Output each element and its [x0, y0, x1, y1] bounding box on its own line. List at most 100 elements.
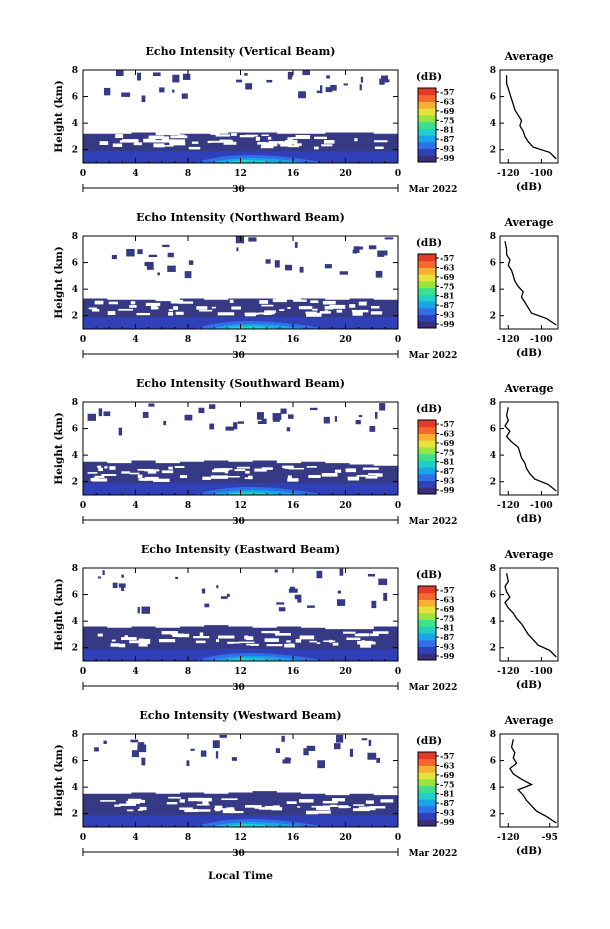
y-tick-label: 2: [72, 312, 78, 322]
colorbar-tick-label: -87: [440, 632, 454, 642]
echo-gap: [244, 635, 249, 640]
echo-gap: [351, 309, 369, 313]
echo-gap: [343, 631, 356, 634]
echo-gap: [188, 797, 203, 802]
colorbar-frame: [417, 419, 437, 495]
echo-scatter: [310, 407, 318, 411]
colorbar-segment: [418, 287, 436, 295]
colorbar-segment: [418, 294, 436, 302]
echo-gap: [319, 311, 331, 314]
echo-gap: [245, 805, 256, 808]
colorbar-segment: [418, 765, 436, 773]
echo-scatter: [141, 757, 146, 766]
echo-scatter: [379, 403, 386, 411]
y-tick-label: 8: [72, 398, 78, 408]
echo-scatter: [335, 734, 344, 743]
echo-gap: [137, 474, 143, 479]
echo-gap: [168, 309, 174, 312]
colorbar-segment: [418, 785, 436, 793]
echo-gap: [231, 306, 241, 310]
echo-gap: [374, 146, 384, 150]
echo-gap: [357, 640, 373, 645]
colorbar-tick-label: -69: [440, 770, 455, 780]
echo-gap: [279, 309, 285, 311]
echo-scatter: [383, 592, 388, 601]
echo-gap: [100, 800, 116, 802]
echo-gap: [271, 807, 283, 811]
average-title: Average: [503, 216, 553, 229]
avg-y-tick-label: 8: [490, 730, 496, 740]
colorbar-segment: [418, 586, 436, 594]
echo-gap: [127, 801, 132, 805]
echo-gap: [147, 470, 157, 474]
echo-gap: [299, 799, 314, 803]
echo-band-core: [220, 824, 280, 827]
echo-scatter: [334, 743, 341, 750]
echo-scatter: [261, 418, 267, 424]
colorbar-segment: [418, 653, 436, 661]
echo-scatter: [382, 250, 388, 256]
x-tick-label: 0: [395, 335, 401, 345]
colorbar-tick-label: -87: [440, 300, 454, 310]
echo-scatter: [274, 569, 278, 573]
echo-gap: [139, 806, 147, 811]
colorbar-segment: [418, 301, 436, 309]
y-tick-label: 6: [72, 757, 78, 767]
echo-scatter: [115, 70, 124, 77]
avg-y-tick-label: 6: [490, 259, 496, 269]
colorbar-segment: [418, 420, 436, 428]
x-tick-label: 4: [132, 501, 138, 511]
echo-gap: [99, 141, 109, 146]
colorbar-tick-label: -93: [440, 476, 455, 486]
echo-gap: [97, 465, 102, 468]
echo-gap: [306, 312, 322, 317]
avg-x-tick-label: -120: [497, 169, 520, 179]
echo-gap: [91, 478, 108, 482]
echo-gap: [227, 641, 234, 644]
date-label: Mar 2022: [409, 849, 458, 859]
day-label: 30: [232, 849, 245, 859]
echo-gap: [215, 134, 231, 137]
colorbar-segment: [418, 254, 436, 262]
echo-gap: [287, 307, 291, 309]
x-tick-label: 8: [185, 169, 191, 179]
echo-gap: [272, 630, 280, 634]
y-tick-label: 2: [72, 146, 78, 156]
avg-y-tick-label: 6: [490, 591, 496, 601]
echo-scatter: [137, 744, 147, 753]
echo-gap: [217, 635, 235, 639]
echo-gap: [201, 798, 208, 802]
echo-gap: [358, 806, 376, 811]
colorbar-segment: [418, 460, 436, 468]
avg-x-tick-label: -120: [497, 833, 520, 843]
panel-4: Echo Intensity (Westward Beam) Height (km…: [53, 709, 559, 859]
echo-gap: [179, 799, 185, 803]
echo-gap: [261, 142, 278, 147]
echo-gap: [129, 472, 140, 475]
echo-gap: [94, 475, 105, 478]
colorbar-tick-label: -81: [440, 623, 454, 633]
x-tick-label: 12: [234, 169, 247, 179]
colorbar-segment: [418, 433, 436, 441]
echo-gap: [178, 134, 185, 138]
average-profile-line: [504, 407, 557, 492]
echo-scatter: [118, 427, 123, 436]
colorbar-tick-label: -69: [440, 106, 455, 116]
y-tick-label: 2: [72, 478, 78, 488]
echo-scatter: [320, 85, 323, 94]
colorbar-unit: (dB): [416, 237, 442, 249]
echo-gap: [280, 142, 293, 147]
echo-scatter: [376, 757, 381, 763]
avg-y-tick-label: 4: [490, 119, 496, 129]
echo-gap: [223, 141, 237, 145]
echo-scatter: [299, 266, 304, 273]
echo-scatter: [284, 264, 293, 271]
echo-scatter: [126, 248, 135, 257]
echo-gap: [126, 800, 140, 804]
y-tick-label: 8: [72, 66, 78, 76]
x-tick-label: 16: [287, 833, 300, 843]
echo-gap: [168, 312, 174, 316]
colorbar-tick-label: -87: [440, 798, 454, 808]
echo-scatter: [186, 760, 190, 767]
echo-gap: [365, 475, 378, 479]
